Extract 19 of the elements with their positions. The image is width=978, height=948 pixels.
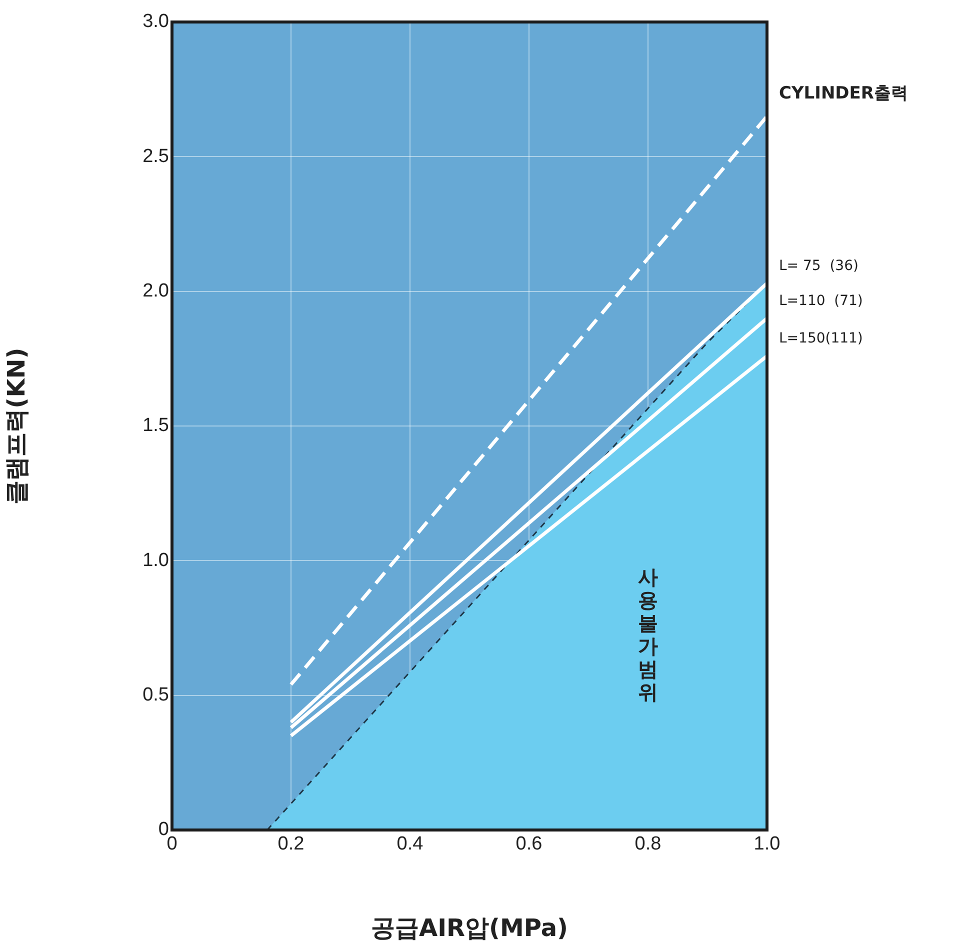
series-label: L=110 (71) [779, 292, 863, 309]
x-tick-label: 0.2 [278, 834, 304, 855]
y-tick-label: 2.5 [142, 146, 169, 167]
y-tick-label: 2.0 [142, 280, 169, 302]
y-tick-label: 0 [158, 819, 169, 840]
annotation: 사용불가범위 [638, 564, 658, 704]
x-tick-label: 1.0 [754, 834, 780, 855]
x-tick-label: 0.4 [396, 834, 424, 855]
y-axis-title: 클램프력(KN) [2, 348, 31, 504]
y-tick-label: 1.0 [142, 550, 169, 571]
y-tick-label: 0.5 [142, 684, 169, 706]
y-tick-label: 1.5 [142, 415, 169, 436]
series-label: CYLINDER출력 [779, 84, 908, 104]
x-tick-label: 0.6 [516, 834, 542, 855]
x-tick-label: 0.8 [634, 834, 662, 855]
series-label: L=150(111) [779, 330, 863, 347]
y-tick-label: 3.0 [142, 11, 169, 32]
x-axis-title: 공급AIR압(MPa) [371, 914, 568, 942]
series-label: L= 75 (36) [779, 258, 858, 274]
